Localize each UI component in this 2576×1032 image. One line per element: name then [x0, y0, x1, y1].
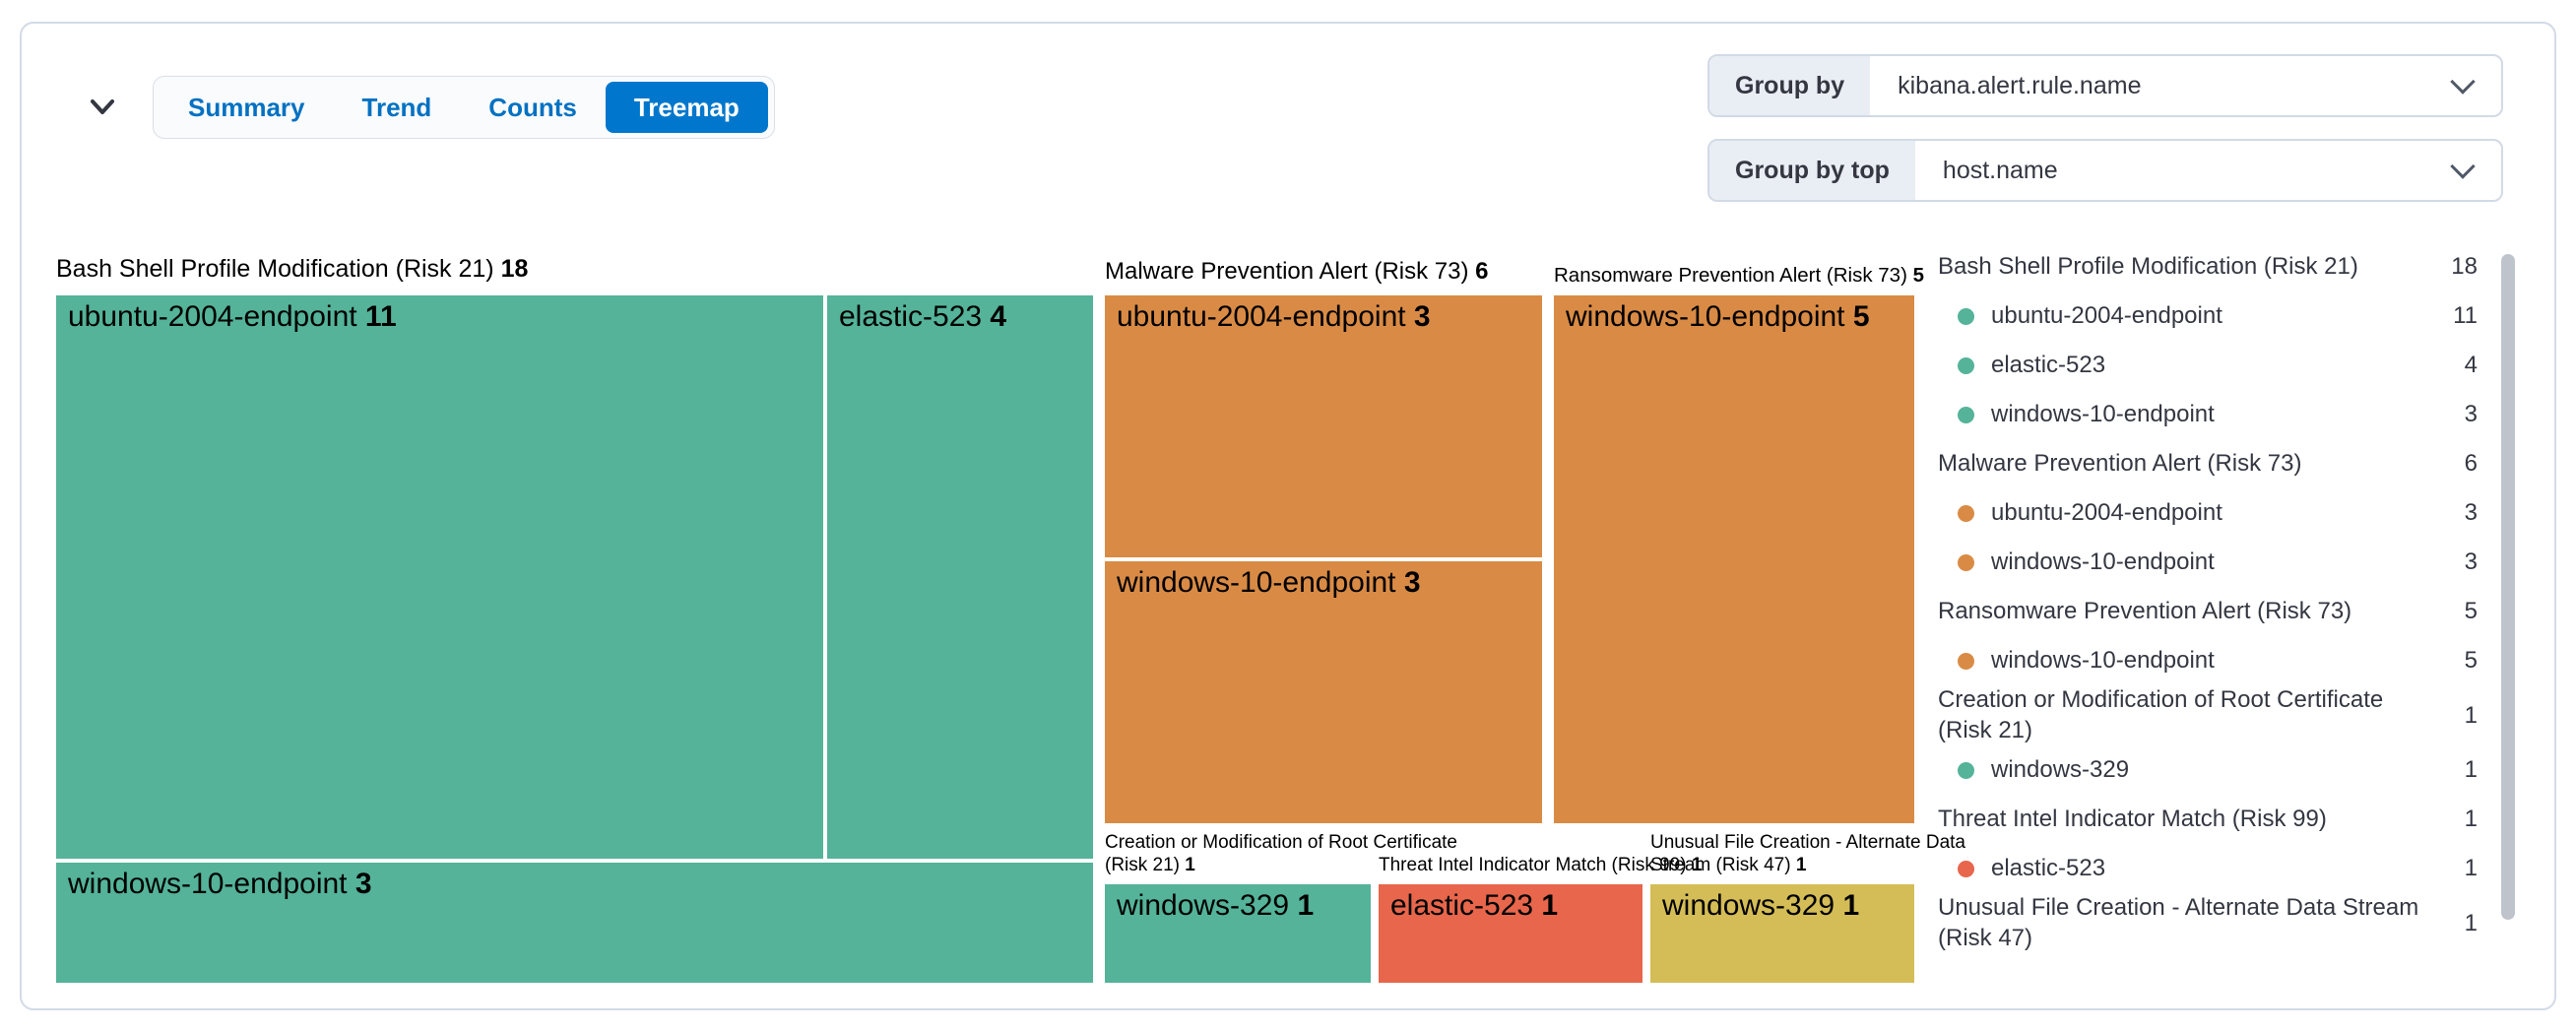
legend-count: 5 [2464, 647, 2478, 674]
legend-color-dot [1958, 406, 1974, 423]
legend-count: 1 [2464, 910, 2478, 937]
legend-label: windows-329 [1991, 756, 2130, 784]
treemap-cell-elastic-523[interactable]: elastic-523 1 [1379, 884, 1642, 983]
treemap-cell-elastic-523[interactable]: elastic-523 4 [827, 295, 1093, 859]
group-by-top-select[interactable]: Group by top host.name [1707, 139, 2503, 202]
group-by-top-label: Group by top [1709, 141, 1915, 200]
legend-label: elastic-523 [1991, 855, 2106, 882]
legend-label: windows-10-endpoint [1991, 548, 2215, 575]
legend-count: 3 [2464, 401, 2478, 427]
legend-item-row[interactable]: elastic-523 4 [1938, 341, 2478, 390]
legend-count: 6 [2464, 450, 2478, 477]
treemap-cell-windows-10-endpoint[interactable]: windows-10-endpoint 3 [56, 863, 1093, 983]
tab-summary[interactable]: Summary [160, 82, 334, 133]
legend-count: 18 [2451, 253, 2478, 280]
treemap-group-label: Malware Prevention Alert (Risk 73) 6 [1105, 258, 1489, 285]
legend-count: 3 [2464, 548, 2478, 575]
legend-label: Unusual File Creation - Alternate Data S… [1938, 894, 2419, 952]
legend-item-row[interactable]: windows-329 1 [1938, 745, 2478, 795]
legend-count: 1 [2464, 756, 2478, 784]
legend-group-row[interactable]: Bash Shell Profile Modification (Risk 21… [1938, 242, 2478, 291]
group-by-value: kibana.alert.rule.name [1898, 71, 2142, 99]
treemap-cell-windows-329[interactable]: windows-329 1 [1650, 884, 1914, 983]
legend-count: 3 [2464, 499, 2478, 526]
legend-group-row[interactable]: Malware Prevention Alert (Risk 73) 6 [1938, 439, 2478, 488]
treemap-cell-windows-10-endpoint[interactable]: windows-10-endpoint 3 [1105, 561, 1542, 823]
legend-color-dot [1958, 356, 1974, 374]
legend-scrollbar-thumb[interactable] [2501, 254, 2515, 920]
legend-count: 1 [2464, 806, 2478, 833]
treemap-group-label: Bash Shell Profile Modification (Risk 21… [56, 255, 529, 283]
legend-label: windows-10-endpoint [1991, 646, 2215, 674]
group-by-top-value: host.name [1942, 156, 2058, 184]
legend-count: 1 [2464, 701, 2478, 729]
treemap-group-label: Creation or Modification of Root Certifi… [1105, 832, 1457, 875]
legend-item-row[interactable]: windows-10-endpoint 3 [1938, 538, 2478, 587]
legend-label: ubuntu-2004-endpoint [1991, 498, 2222, 526]
legend-label: Ransomware Prevention Alert (Risk 73) [1938, 597, 2352, 624]
legend-label: windows-10-endpoint [1991, 400, 2215, 427]
chevron-down-icon [83, 88, 122, 130]
legend-group-row[interactable]: Ransomware Prevention Alert (Risk 73) 5 [1938, 587, 2478, 636]
group-by-label: Group by [1709, 56, 1871, 115]
legend-color-dot [1958, 860, 1974, 877]
treemap-cell-windows-329[interactable]: windows-329 1 [1105, 884, 1371, 983]
view-selector-button-group: Summary Trend Counts Treemap [153, 76, 775, 139]
collapse-panel-button[interactable] [77, 83, 128, 134]
legend-count: 5 [2464, 598, 2478, 624]
treemap-cell-ubuntu-2004-endpoint[interactable]: ubuntu-2004-endpoint 11 [56, 295, 823, 859]
legend-color-dot [1958, 307, 1974, 325]
legend-item-row[interactable]: windows-10-endpoint 5 [1938, 636, 2478, 685]
legend-color-dot [1958, 761, 1974, 779]
tab-trend[interactable]: Trend [334, 82, 461, 133]
legend-label: elastic-523 [1991, 351, 2106, 378]
treemap-group-label: Threat Intel Indicator Match (Risk 99) 1 [1379, 855, 1703, 875]
legend-label: Malware Prevention Alert (Risk 73) [1938, 449, 2302, 477]
legend-label: Bash Shell Profile Modification (Risk 21… [1938, 252, 2358, 280]
tab-treemap[interactable]: Treemap [605, 82, 768, 133]
legend-count: 4 [2464, 352, 2478, 378]
legend-label: Threat Intel Indicator Match (Risk 99) [1938, 806, 2327, 833]
legend-group-row[interactable]: Unusual File Creation - Alternate Data S… [1938, 893, 2478, 953]
legend-item-row[interactable]: elastic-523 1 [1938, 844, 2478, 893]
legend-count: 11 [2453, 302, 2478, 329]
legend-item-row[interactable]: windows-10-endpoint 3 [1938, 390, 2478, 439]
tab-counts[interactable]: Counts [460, 82, 606, 133]
chevron-down-icon [2450, 69, 2476, 95]
legend-label: ubuntu-2004-endpoint [1991, 301, 2222, 329]
legend-item-row[interactable]: ubuntu-2004-endpoint 3 [1938, 488, 2478, 538]
legend-group-row[interactable]: Creation or Modification of Root Certifi… [1938, 685, 2478, 745]
treemap-cell-windows-10-endpoint[interactable]: windows-10-endpoint 5 [1554, 295, 1914, 823]
legend-count: 1 [2464, 855, 2478, 882]
treemap-legend: Bash Shell Profile Modification (Risk 21… [1938, 242, 2478, 954]
legend-group-row[interactable]: Threat Intel Indicator Match (Risk 99) 1 [1938, 795, 2478, 844]
treemap-group-label: Ransomware Prevention Alert (Risk 73) 5 [1554, 264, 1924, 287]
legend-color-dot [1958, 553, 1974, 571]
legend-item-row[interactable]: ubuntu-2004-endpoint 11 [1938, 291, 2478, 341]
treemap-group-label: Unusual File Creation - Alternate Data St… [1650, 832, 1965, 875]
legend-color-dot [1958, 652, 1974, 670]
legend-label: Creation or Modification of Root Certifi… [1938, 686, 2384, 743]
chevron-down-icon [2450, 154, 2476, 179]
group-by-select[interactable]: Group by kibana.alert.rule.name [1707, 54, 2503, 117]
legend-color-dot [1958, 504, 1974, 522]
treemap-cell-ubuntu-2004-endpoint[interactable]: ubuntu-2004-endpoint 3 [1105, 295, 1542, 557]
